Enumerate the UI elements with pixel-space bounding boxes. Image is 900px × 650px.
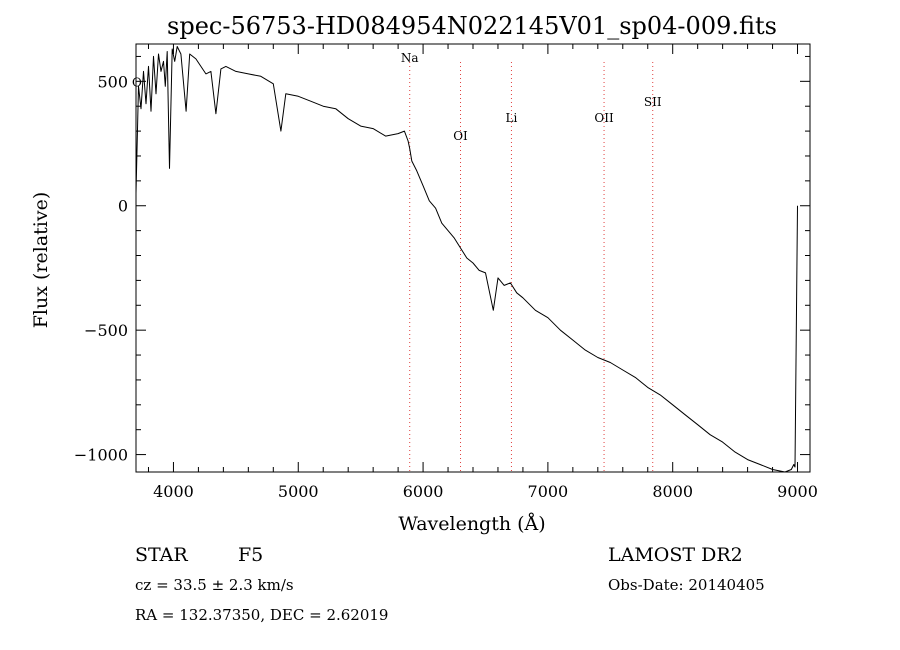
chart-title: spec-56753-HD084954N022145V01_sp04-009.f… xyxy=(167,12,777,40)
x-tick-label: 8000 xyxy=(652,482,693,501)
spectral-line-label: OII xyxy=(594,111,614,125)
spectral-line-label: OI xyxy=(453,129,468,143)
y-tick-label: −500 xyxy=(84,321,128,340)
spectral-line-label: Na xyxy=(401,51,419,65)
y-axis-label: Flux (relative) xyxy=(30,192,52,329)
x-tick-label: 4000 xyxy=(153,482,194,501)
spectrum-line xyxy=(135,46,798,473)
obs-date: Obs-Date: 20140405 xyxy=(608,576,765,594)
plot-frame xyxy=(135,43,811,473)
x-tick-label: 7000 xyxy=(528,482,569,501)
spectral-line-label: Li xyxy=(506,111,518,125)
spectral-line-label: SII xyxy=(644,95,662,109)
survey-name: LAMOST DR2 xyxy=(608,544,743,566)
x-axis-label: Wavelength (Å) xyxy=(398,513,545,535)
x-tick-label: 9000 xyxy=(777,482,818,501)
x-tick-label: 5000 xyxy=(278,482,319,501)
redshift-readout: cz = 33.5 ± 2.3 km/s xyxy=(135,576,294,594)
spectral-subclass: F5 xyxy=(238,544,263,566)
object-class: STAR xyxy=(135,544,188,566)
coordinates: RA = 132.37350, DEC = 2.62019 xyxy=(135,606,388,624)
y-tick-label: 500 xyxy=(97,72,128,91)
x-tick-label: 6000 xyxy=(403,482,444,501)
y-tick-label: 0 xyxy=(118,197,128,216)
edge-line-label: O xyxy=(132,75,142,89)
y-tick-label: −1000 xyxy=(74,446,128,465)
